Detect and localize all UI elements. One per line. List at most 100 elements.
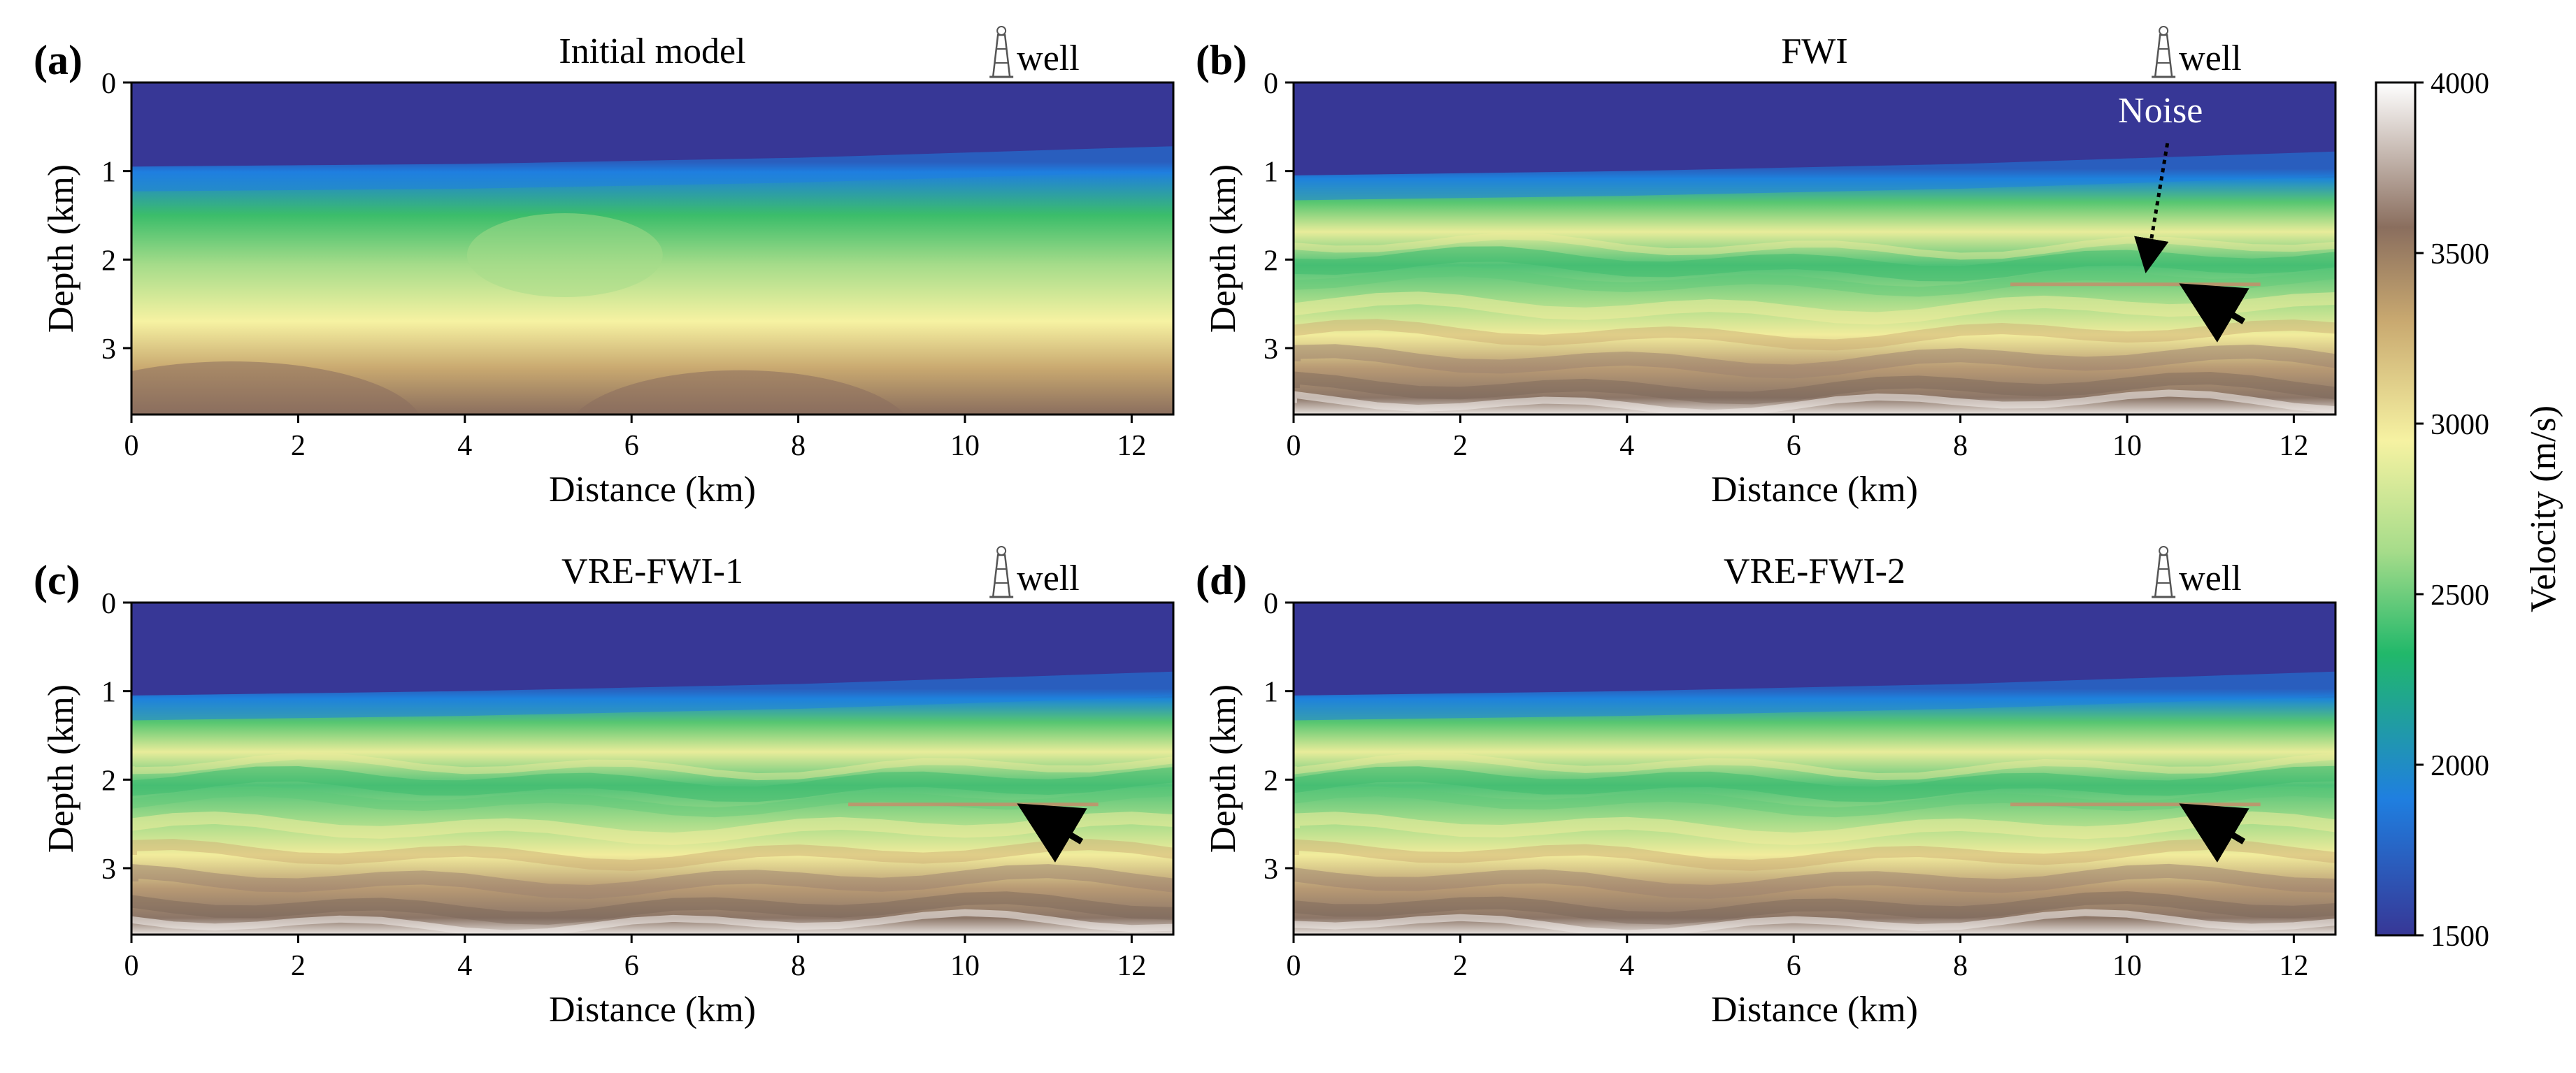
x-tick-label: 10 <box>2112 950 2142 982</box>
water-layer <box>131 82 1173 167</box>
y-tick-label: 0 <box>101 588 116 620</box>
panel-label: (d) <box>1196 557 1247 603</box>
layer-texture <box>1294 389 2335 415</box>
layer-texture <box>1294 752 2335 781</box>
y-tick-label: 1 <box>101 157 116 189</box>
x-tick-label: 12 <box>2279 430 2308 462</box>
x-tick-label: 6 <box>624 430 639 462</box>
y-tick-label: 1 <box>101 677 116 709</box>
y-tick-label: 3 <box>101 854 116 886</box>
water-layer <box>1294 82 2335 175</box>
x-tick-label: 12 <box>1117 430 1146 462</box>
x-tick-label: 2 <box>1453 430 1468 462</box>
highlight-arrow <box>2179 283 2249 343</box>
panel-label: (c) <box>34 557 80 603</box>
x-tick-label: 8 <box>1953 950 1968 982</box>
smooth-anomaly <box>466 213 663 297</box>
layer-texture <box>1294 266 2335 297</box>
layer-texture <box>131 838 1173 872</box>
velocity-field <box>131 603 1173 935</box>
y-tick-label: 1 <box>1264 677 1278 709</box>
well-icon <box>989 26 1014 78</box>
well-label: well <box>1017 38 1080 78</box>
x-tick-label: 0 <box>1287 430 1301 462</box>
x-axis-label: Distance (km) <box>549 470 756 510</box>
x-tick-label: 4 <box>1619 950 1634 982</box>
x-tick-label: 10 <box>950 430 980 462</box>
y-tick-label: 0 <box>1264 588 1278 620</box>
y-axis-label: Depth (km) <box>41 164 81 333</box>
velocity-field <box>1294 603 2335 935</box>
y-axis-label: Depth (km) <box>1203 684 1243 853</box>
colorbar: 1500 2000 2500 3000 3500 4000 Velocity (m/s) <box>2375 68 2563 953</box>
axes-frame <box>1292 81 2337 416</box>
x-tick-label: 0 <box>124 430 139 462</box>
shallow-sediment-band <box>131 671 1173 721</box>
water-layer <box>131 603 1173 696</box>
panel-label: (a) <box>34 37 83 83</box>
noise-annotation: Noise <box>2118 91 2203 131</box>
well-label: well <box>2179 559 2242 598</box>
well-icon <box>2152 26 2176 78</box>
well-label: well <box>2179 38 2242 78</box>
x-tick-label: 10 <box>950 950 980 982</box>
y-tick-label: 2 <box>101 765 116 797</box>
well-label: well <box>1017 559 1080 598</box>
x-axis-label: Distance (km) <box>1711 470 1918 510</box>
layer-texture <box>1294 765 2335 802</box>
x-tick-label: 8 <box>1953 430 1968 462</box>
x-tick-label: 4 <box>1619 430 1634 462</box>
colorbar-tick-label: 3500 <box>2431 238 2489 271</box>
shallow-sediment-band <box>1294 151 2335 201</box>
colorbar-tick-label: 1500 <box>2431 921 2489 953</box>
x-tick-label: 4 <box>457 950 472 982</box>
y-tick-label: 0 <box>1264 68 1278 100</box>
colorbar-tick-label: 2000 <box>2431 750 2489 782</box>
x-tick-label: 4 <box>457 430 472 462</box>
x-tick-label: 0 <box>124 950 139 982</box>
basement-bump <box>575 370 906 415</box>
panel-title: Initial model <box>559 31 745 71</box>
layer-texture <box>1294 344 2335 379</box>
panel-title: VRE-FWI-1 <box>561 552 743 591</box>
layer-texture <box>1294 811 2335 846</box>
highlight-arrow <box>2179 803 2249 863</box>
x-tick-label: 6 <box>624 950 639 982</box>
axes-frame <box>130 81 1175 416</box>
x-tick-label: 2 <box>291 430 306 462</box>
x-tick-label: 0 <box>1287 950 1301 982</box>
x-tick-label: 10 <box>2112 430 2142 462</box>
layer-texture <box>131 891 1173 925</box>
highlight-arrow <box>1017 803 1087 863</box>
colorbar-tick-label: 2500 <box>2431 579 2489 612</box>
layer-texture <box>1294 909 2335 935</box>
velocity-field <box>131 82 1173 415</box>
x-tick-label: 8 <box>791 950 806 982</box>
y-axis-label: Depth (km) <box>41 684 81 853</box>
layer-texture <box>131 811 1173 846</box>
panel-title: FWI <box>1781 31 1847 71</box>
shallow-sediment-band <box>131 146 1173 192</box>
y-axis-label: Depth (km) <box>1203 164 1243 333</box>
layer-texture <box>1294 291 2335 325</box>
colorbar-tick-label: 3000 <box>2431 409 2489 441</box>
layer-texture <box>131 909 1173 935</box>
x-tick-label: 12 <box>2279 950 2308 982</box>
y-tick-label: 3 <box>1264 854 1278 886</box>
layer-texture <box>1294 319 2335 351</box>
y-tick-label: 2 <box>1264 765 1278 797</box>
y-tick-label: 1 <box>1264 157 1278 189</box>
layer-texture <box>131 766 1173 802</box>
y-tick-label: 3 <box>101 333 116 366</box>
x-tick-label: 6 <box>1787 430 1801 462</box>
x-axis-label: Distance (km) <box>549 990 756 1030</box>
y-tick-label: 2 <box>1264 245 1278 277</box>
x-tick-label: 6 <box>1787 950 1801 982</box>
x-tick-label: 8 <box>791 430 806 462</box>
x-tick-label: 2 <box>1453 950 1468 982</box>
panel-label: (b) <box>1196 37 1247 83</box>
